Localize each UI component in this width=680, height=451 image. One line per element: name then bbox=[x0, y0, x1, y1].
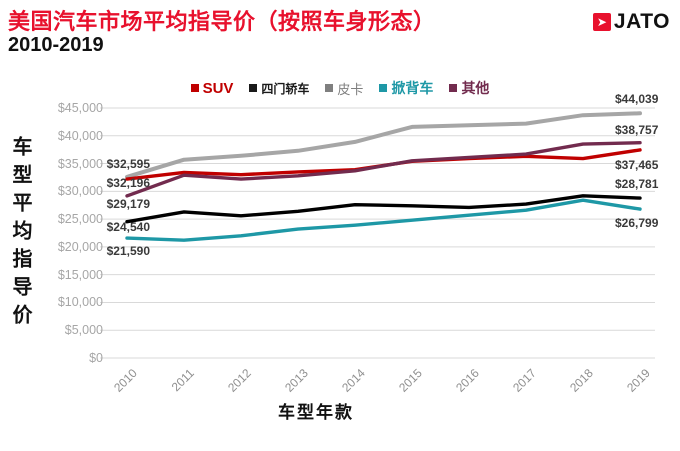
legend-item-掀背车: 掀背车 bbox=[379, 78, 433, 98]
y-tick-label: $40,000 bbox=[57, 128, 103, 143]
legend-marker-icon bbox=[190, 84, 199, 92]
data-label-皮卡: $32,595 bbox=[106, 156, 150, 171]
y-tick-label: $25,000 bbox=[57, 212, 103, 227]
series-line-其他 bbox=[125, 140, 642, 198]
page-subtitle: 2010-2019 bbox=[8, 34, 104, 56]
x-axis-title: 车型年款 bbox=[278, 403, 354, 422]
data-label-掀背车: $21,590 bbox=[106, 244, 150, 259]
legend-label: SUV bbox=[202, 79, 234, 97]
jato-logo: ➤ JATO bbox=[592, 10, 670, 34]
series-line-皮卡 bbox=[125, 111, 642, 179]
y-axis-title: 车型平均指导价 bbox=[9, 136, 31, 332]
chart-legend: SUV 四门轿车 皮卡 掀背车 其他 bbox=[0, 78, 680, 98]
y-tick-label: $15,000 bbox=[57, 267, 103, 282]
legend-label: 四门轿车 bbox=[261, 81, 310, 96]
data-label-掀背车: $26,799 bbox=[615, 216, 659, 231]
data-label-四门轿车: $24,540 bbox=[106, 219, 150, 234]
jato-logo-icon: ➤ bbox=[592, 13, 611, 31]
legend-label: 其他 bbox=[461, 80, 490, 96]
legend-marker-icon bbox=[325, 84, 334, 92]
y-tick-label: $0 bbox=[89, 351, 103, 365]
legend-marker-icon bbox=[379, 84, 388, 92]
series-line-四门轿车 bbox=[125, 194, 642, 224]
series-line-掀背车 bbox=[125, 198, 642, 242]
y-tick-label: $20,000 bbox=[57, 239, 103, 254]
y-tick-label: $10,000 bbox=[57, 295, 103, 310]
data-label-皮卡: $44,039 bbox=[615, 92, 659, 107]
legend-marker-icon bbox=[449, 84, 458, 92]
legend-label: 皮卡 bbox=[337, 81, 364, 97]
legend-item-四门轿车: 四门轿车 bbox=[249, 80, 309, 97]
data-label-其他: $29,179 bbox=[106, 196, 150, 211]
y-tick-label: $45,000 bbox=[57, 101, 103, 115]
page-title: 美国汽车市场平均指导价（按照车身形态） bbox=[8, 9, 436, 34]
legend-item-皮卡: 皮卡 bbox=[325, 79, 363, 98]
y-tick-label: $5,000 bbox=[64, 323, 103, 338]
legend-item-其他: 其他 bbox=[449, 78, 489, 98]
data-label-SUV: $37,465 bbox=[615, 157, 659, 172]
jato-logo-text: JATO bbox=[613, 10, 670, 33]
y-tick-label: $30,000 bbox=[57, 184, 103, 199]
data-label-四门轿车: $28,781 bbox=[615, 177, 659, 192]
legend-item-SUV: SUV bbox=[190, 79, 234, 97]
y-tick-label: $35,000 bbox=[57, 156, 103, 171]
legend-label: 掀背车 bbox=[391, 80, 434, 96]
data-label-其他: $38,757 bbox=[615, 122, 659, 137]
data-label-SUV: $32,196 bbox=[106, 176, 150, 191]
legend-marker-icon bbox=[249, 84, 258, 92]
